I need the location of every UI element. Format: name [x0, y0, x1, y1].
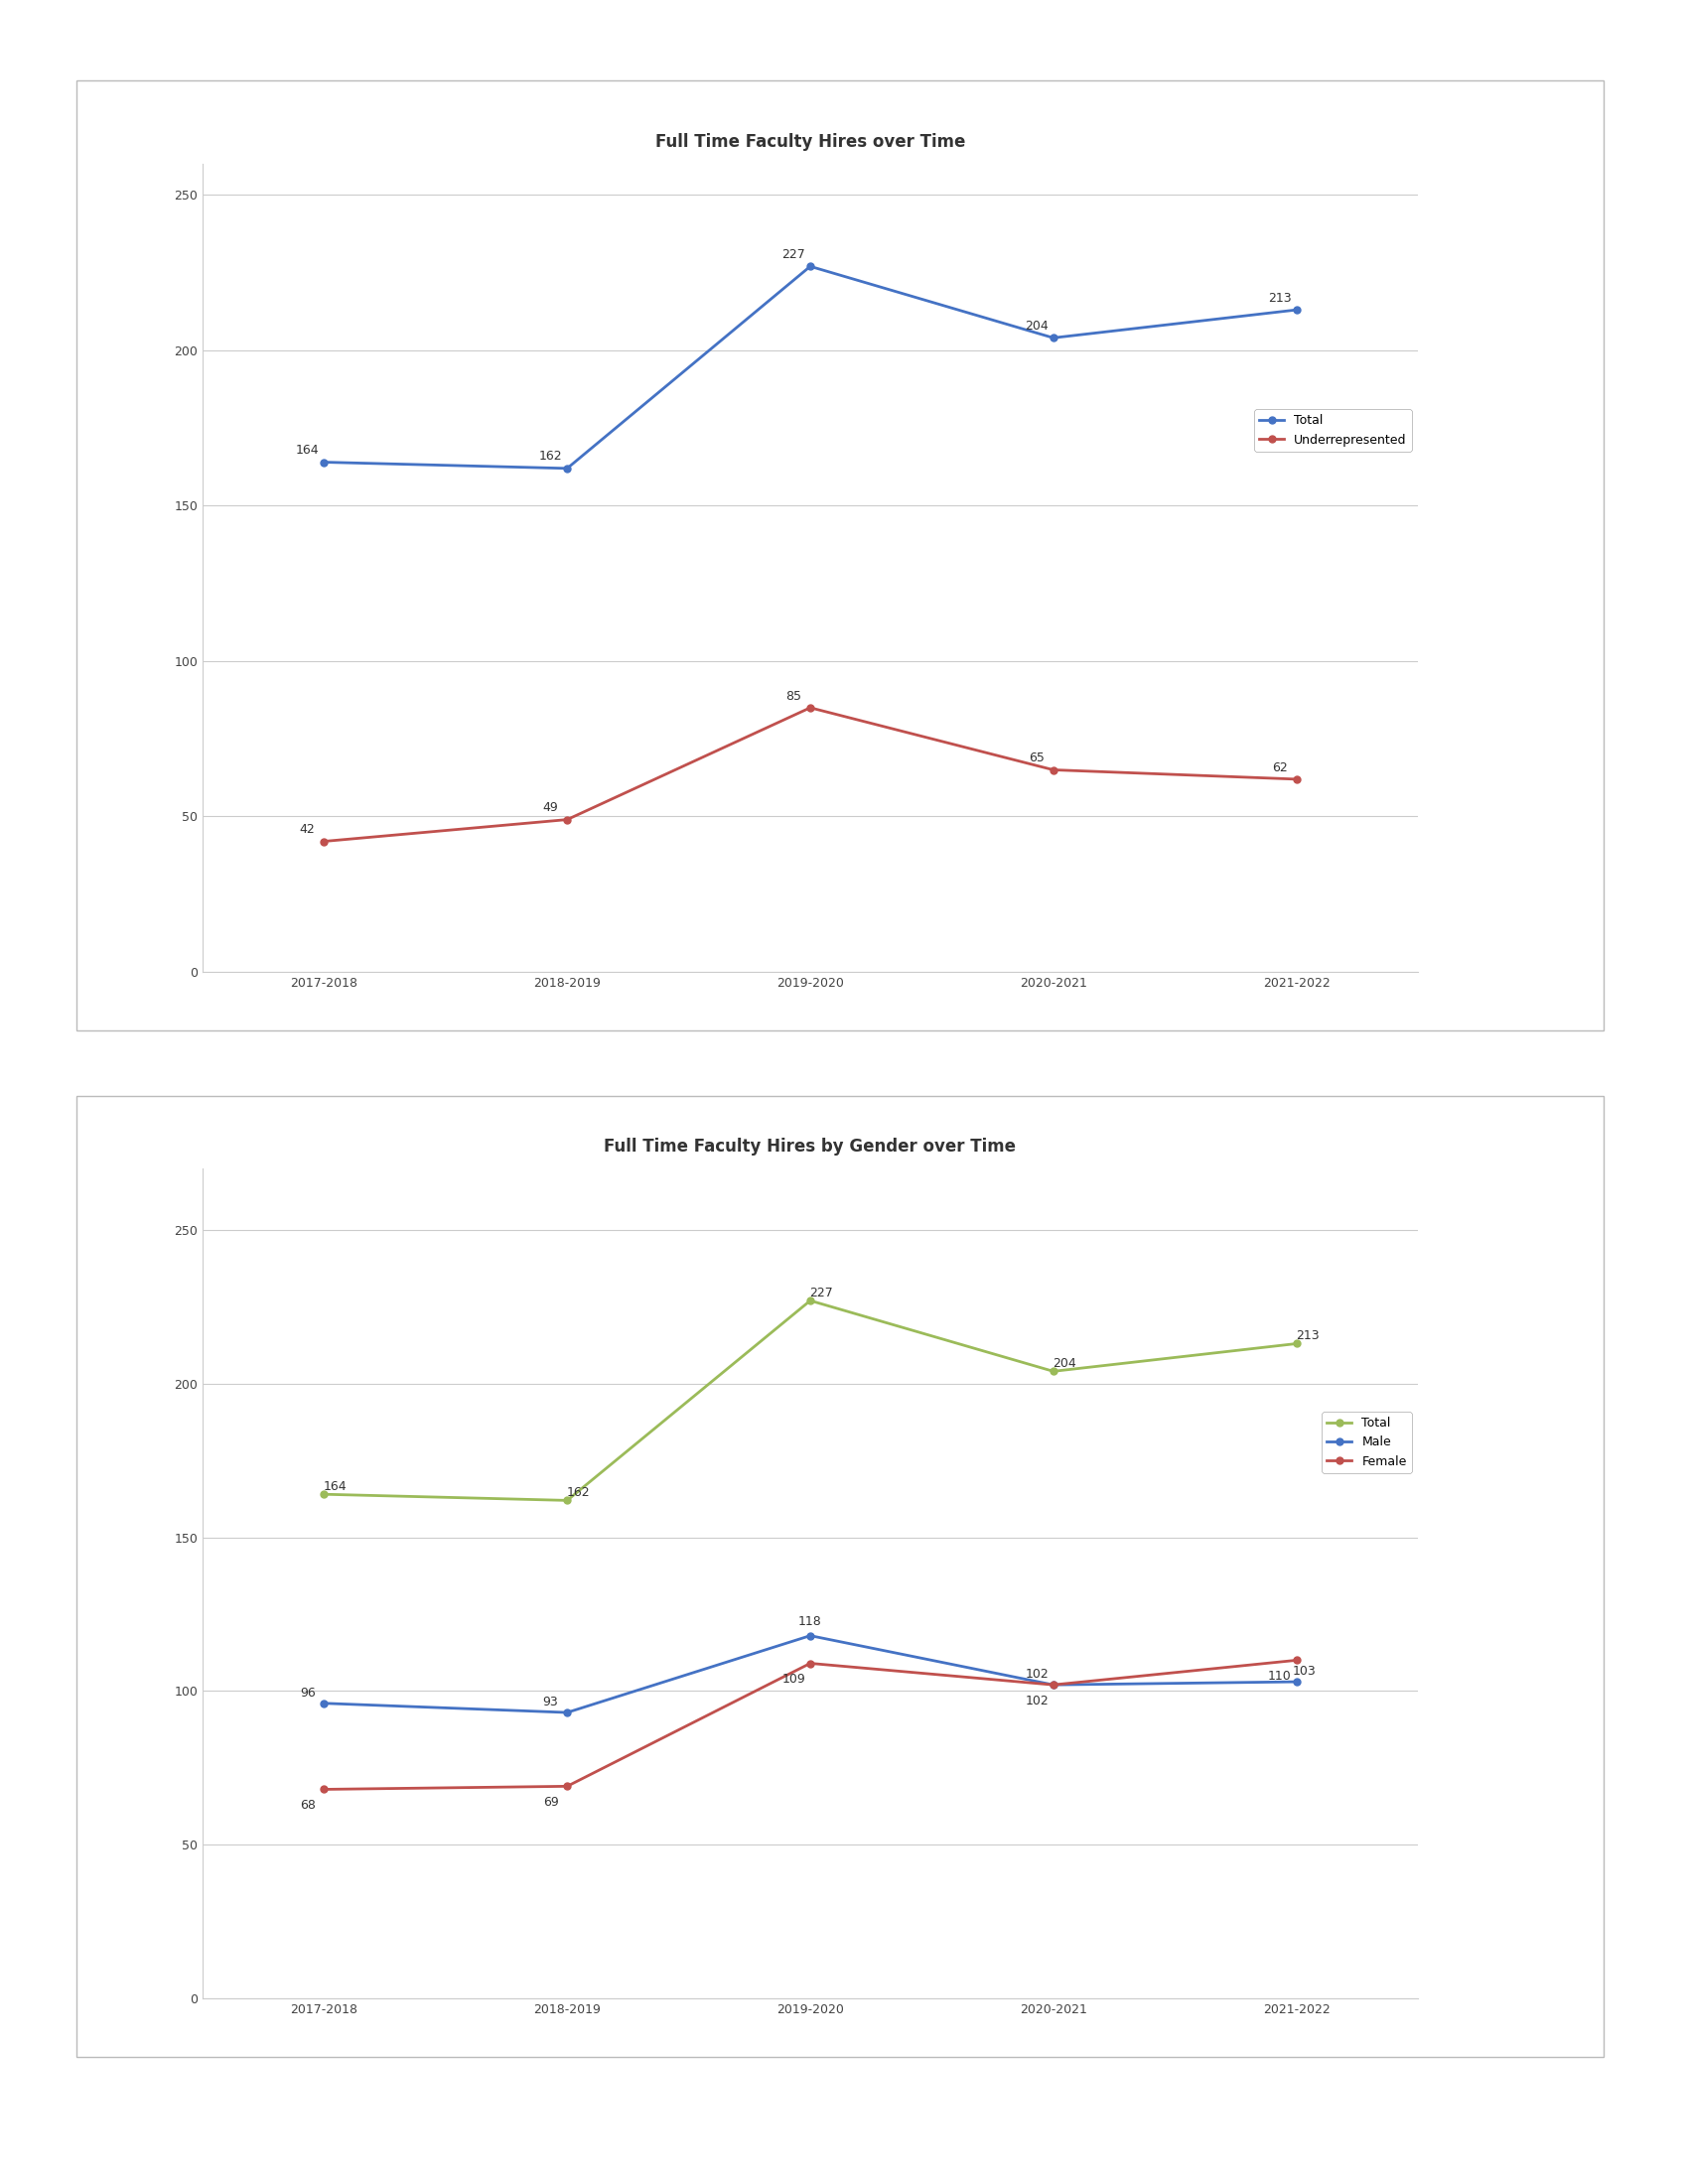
Total — [557, 1487, 577, 1514]
Underrepresented — [557, 806, 577, 832]
Text: 102: 102 — [1025, 1695, 1048, 1708]
Line: Male: Male — [321, 1631, 1300, 1717]
Text: 68: 68 — [300, 1800, 316, 1811]
Total — [800, 1289, 820, 1315]
Text: 49: 49 — [544, 802, 559, 815]
Text: 42: 42 — [300, 823, 316, 836]
Text: 96: 96 — [300, 1686, 316, 1699]
Female — [1286, 1647, 1307, 1673]
Male — [314, 1690, 334, 1717]
Text: 164: 164 — [324, 1481, 346, 1494]
Underrepresented — [800, 695, 820, 721]
Total — [1286, 1330, 1307, 1356]
Total — [314, 450, 334, 476]
Text: 213: 213 — [1268, 293, 1291, 304]
Male — [1286, 1669, 1307, 1695]
Text: 103: 103 — [1293, 1664, 1317, 1677]
Line: Underrepresented: Underrepresented — [321, 703, 1300, 845]
Line: Female: Female — [321, 1658, 1300, 1793]
Female — [1043, 1671, 1063, 1697]
Underrepresented — [314, 828, 334, 854]
Total — [800, 253, 820, 280]
Text: 85: 85 — [785, 690, 802, 703]
Title: Full Time Faculty Hires by Gender over Time: Full Time Faculty Hires by Gender over T… — [604, 1138, 1016, 1155]
Female — [800, 1651, 820, 1677]
Line: Total: Total — [321, 1297, 1300, 1505]
Text: 227: 227 — [782, 249, 805, 262]
Underrepresented — [1043, 758, 1063, 784]
Text: 213: 213 — [1296, 1330, 1318, 1343]
Text: 164: 164 — [295, 443, 319, 456]
Text: 227: 227 — [810, 1286, 834, 1299]
Male — [800, 1623, 820, 1649]
Text: 118: 118 — [798, 1614, 822, 1627]
Total — [314, 1481, 334, 1507]
Text: 162: 162 — [567, 1487, 589, 1498]
Female — [557, 1773, 577, 1800]
Text: 93: 93 — [544, 1695, 559, 1708]
Total — [1043, 325, 1063, 352]
Title: Full Time Faculty Hires over Time: Full Time Faculty Hires over Time — [655, 133, 966, 151]
Legend: Total, Male, Female: Total, Male, Female — [1322, 1411, 1411, 1472]
Female — [314, 1776, 334, 1802]
Text: 65: 65 — [1030, 751, 1045, 764]
Male — [1043, 1671, 1063, 1697]
Text: 109: 109 — [782, 1673, 805, 1686]
Underrepresented — [1286, 767, 1307, 793]
Text: 62: 62 — [1273, 760, 1288, 773]
Male — [557, 1699, 577, 1725]
Total — [557, 454, 577, 480]
Total — [1043, 1358, 1063, 1385]
Text: 204: 204 — [1053, 1356, 1077, 1369]
Legend: Total, Underrepresented: Total, Underrepresented — [1254, 408, 1411, 452]
Text: 69: 69 — [544, 1795, 559, 1808]
Text: 162: 162 — [538, 450, 562, 463]
Total — [1286, 297, 1307, 323]
Text: 102: 102 — [1025, 1669, 1048, 1682]
Text: 110: 110 — [1268, 1669, 1291, 1682]
Line: Total: Total — [321, 262, 1300, 472]
Text: 204: 204 — [1025, 319, 1048, 332]
